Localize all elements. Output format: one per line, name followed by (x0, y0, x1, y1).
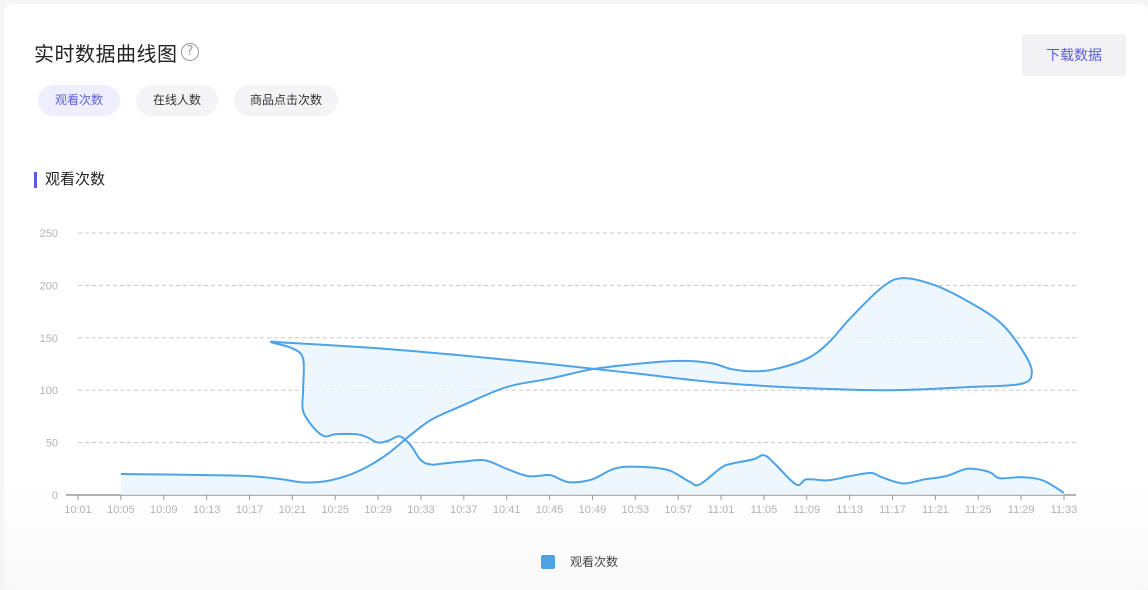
series-area (120, 278, 1064, 495)
page-title: 实时数据曲线图 (34, 44, 178, 66)
x-tick-label: 11:17 (879, 504, 906, 516)
x-tick-label: 11:05 (751, 504, 778, 516)
x-tick-label: 10:29 (364, 504, 392, 516)
x-tick-label: 10:21 (279, 504, 307, 516)
x-tick-label: 11:33 (1051, 504, 1078, 516)
y-tick-label: 50 (46, 438, 58, 450)
chart-legend[interactable]: 观看次数 (541, 553, 618, 570)
y-tick-label: 200 (40, 280, 58, 292)
tab-views[interactable]: 观看次数 (38, 85, 120, 116)
legend-swatch (541, 554, 555, 569)
tab-product-clicks[interactable]: 商品点击次数 (234, 85, 338, 116)
x-tick-label: 11:21 (922, 504, 949, 516)
x-tick-label: 10:25 (321, 504, 349, 516)
x-tick-label: 10:45 (536, 504, 564, 516)
x-tick-label: 10:09 (150, 504, 178, 516)
help-icon[interactable]: ? (181, 43, 199, 61)
x-tick-label: 11:29 (1008, 504, 1035, 516)
y-tick-label: 100 (40, 385, 58, 397)
x-tick-label: 11:09 (793, 504, 820, 516)
download-data-button[interactable]: 下载数据 (1022, 34, 1126, 76)
legend-label: 观看次数 (570, 555, 619, 569)
y-tick-label: 150 (40, 333, 58, 345)
series-line (120, 277, 1065, 494)
x-tick-label: 10:17 (236, 504, 264, 516)
x-tick-label: 11:01 (708, 504, 735, 516)
x-tick-label: 10:57 (664, 504, 692, 516)
x-tick-label: 10:01 (64, 504, 92, 516)
x-tick-label: 11:13 (836, 504, 863, 516)
x-tick-label: 11:25 (965, 504, 992, 516)
tab-online-users[interactable]: 在线人数 (136, 85, 218, 116)
x-tick-label: 10:37 (450, 504, 478, 516)
x-tick-label: 10:05 (107, 504, 135, 516)
x-tick-label: 10:49 (579, 504, 607, 516)
y-tick-label: 0 (52, 490, 58, 502)
y-tick-label: 250 (40, 228, 58, 240)
x-tick-label: 10:13 (193, 504, 221, 516)
section-title: 观看次数 (34, 172, 105, 188)
x-tick-label: 10:53 (622, 504, 650, 516)
x-tick-label: 10:33 (407, 504, 435, 516)
x-tick-label: 10:41 (493, 504, 521, 516)
